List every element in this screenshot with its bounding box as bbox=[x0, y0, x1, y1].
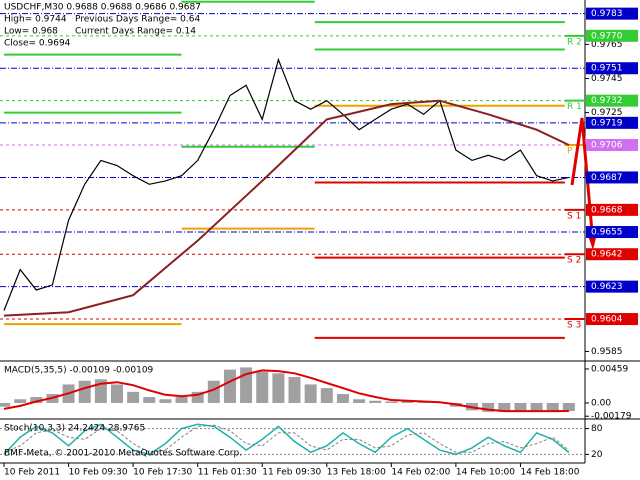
level-box bbox=[586, 62, 638, 75]
level-box bbox=[586, 94, 638, 107]
level-label: 0.9642 bbox=[591, 250, 623, 260]
x-tick-label: 14 Feb 02:00 bbox=[391, 468, 450, 478]
y-tick-label: 80 bbox=[591, 424, 603, 434]
y-tick-label: 0.00 bbox=[591, 398, 611, 408]
x-tick-label: 14 Feb 18:00 bbox=[520, 468, 579, 478]
x-tick-label: 14 Feb 10:00 bbox=[456, 468, 515, 478]
y-tick-label: -0.00179 bbox=[591, 412, 632, 422]
macd-bar bbox=[30, 397, 43, 403]
macd-bar bbox=[14, 399, 27, 403]
level-box bbox=[586, 203, 638, 216]
macd-bar bbox=[336, 394, 349, 403]
y-tick-label: 0.00459 bbox=[591, 364, 628, 374]
x-tick-label: 10 Feb 17:30 bbox=[133, 468, 192, 478]
level-box bbox=[586, 280, 638, 293]
level-label: 0.9604 bbox=[591, 315, 623, 325]
pivot-label: P bbox=[567, 147, 573, 157]
macd-bar bbox=[562, 402, 575, 412]
y-tick-label: 0.9725 bbox=[591, 108, 623, 118]
macd-bar bbox=[223, 369, 236, 403]
y-tick-label: 20 bbox=[591, 450, 603, 460]
y-tick-label: 0.9585 bbox=[591, 347, 623, 357]
macd-bar bbox=[78, 380, 91, 403]
level-box bbox=[586, 139, 638, 152]
macd-bar bbox=[288, 377, 301, 403]
pivot-label: S 3 bbox=[567, 321, 581, 331]
macd-bar bbox=[207, 380, 220, 403]
macd-bar bbox=[369, 400, 382, 403]
info-low: Low= 0.968 bbox=[4, 27, 58, 37]
macd-bar bbox=[143, 397, 156, 403]
level-box bbox=[586, 313, 638, 326]
pivot-label: R 2 bbox=[567, 37, 582, 47]
level-box bbox=[586, 171, 638, 184]
level-box bbox=[586, 248, 638, 261]
pivot-label: S 2 bbox=[567, 256, 581, 266]
x-tick-label: 13 Feb 18:00 bbox=[327, 468, 386, 478]
macd-bar bbox=[498, 402, 511, 412]
level-label: 0.9655 bbox=[591, 228, 623, 238]
macd-bar bbox=[159, 399, 172, 403]
level-label: 0.9732 bbox=[591, 96, 623, 106]
stoch-line bbox=[3, 424, 570, 453]
forecast-arrow bbox=[570, 117, 594, 233]
macd-signal bbox=[3, 369, 569, 413]
stoch-line bbox=[3, 423, 570, 456]
x-tick-label: 10 Feb 09:30 bbox=[69, 468, 128, 478]
price-line bbox=[3, 99, 570, 317]
macd-bar bbox=[401, 401, 414, 403]
price-plot bbox=[0, 0, 585, 339]
info-close: Close= 0.9694 bbox=[4, 39, 71, 49]
plot-layer bbox=[0, 0, 585, 456]
pivot-label: S 1 bbox=[567, 211, 581, 221]
level-label: 0.9770 bbox=[591, 31, 623, 41]
level-label: 0.9687 bbox=[591, 173, 623, 183]
macd-bar bbox=[175, 397, 188, 403]
macd-bar bbox=[353, 399, 366, 403]
macd-bar bbox=[482, 402, 495, 412]
macd-bar bbox=[320, 388, 333, 403]
y-tick-label: 0.9765 bbox=[591, 40, 623, 50]
stoch-plot bbox=[0, 423, 585, 456]
copyright: BMF-Meta, © 2001-2010 MetaQuotes Softwar… bbox=[4, 449, 242, 459]
level-label: 0.9751 bbox=[591, 64, 623, 74]
info-cur-range: Current Days Range= 0.14 bbox=[75, 27, 196, 37]
level-label: 0.9706 bbox=[591, 141, 623, 151]
price-line bbox=[3, 57, 570, 311]
y-tick-label: 0.9745 bbox=[591, 74, 623, 84]
level-box bbox=[586, 116, 638, 129]
level-box bbox=[586, 7, 638, 20]
macd-plot bbox=[0, 367, 575, 413]
macd-bar bbox=[111, 384, 123, 403]
info-high: High= 0.9744 bbox=[4, 15, 67, 25]
x-tick-label: 11 Feb 01:30 bbox=[198, 468, 257, 478]
macd-bar bbox=[127, 391, 140, 403]
macd-bar bbox=[546, 402, 559, 412]
info-symbol: USDCHF,M30 0.9688 0.9688 0.9686 0.9687 bbox=[4, 3, 201, 13]
macd-bar bbox=[191, 391, 204, 403]
level-label: 0.9623 bbox=[591, 282, 623, 292]
macd-bar bbox=[530, 402, 543, 412]
macd-title: MACD(5,35,5) -0.00109 -0.00109 bbox=[4, 366, 154, 376]
macd-bar bbox=[514, 402, 527, 411]
macd-bar bbox=[272, 373, 285, 403]
macd-bar bbox=[256, 371, 269, 403]
pivot-label: R 1 bbox=[567, 102, 582, 112]
level-box bbox=[586, 29, 638, 42]
x-tick-label: 10 Feb 2011 bbox=[4, 468, 60, 478]
level-label: 0.9783 bbox=[591, 9, 623, 19]
macd-bar bbox=[385, 401, 398, 403]
macd-bar bbox=[0, 402, 11, 407]
level-label: 0.9719 bbox=[591, 118, 623, 128]
macd-bar bbox=[304, 384, 317, 403]
level-label: 0.9668 bbox=[591, 205, 623, 215]
macd-bar bbox=[417, 402, 430, 403]
x-tick-label: 11 Feb 09:30 bbox=[262, 468, 321, 478]
level-box bbox=[586, 226, 638, 239]
info-prev-range: Previous Days Range= 0.64 bbox=[75, 15, 200, 25]
stoch-title: Stoch(10,3,3) 24.2424 28.9765 bbox=[4, 424, 145, 434]
